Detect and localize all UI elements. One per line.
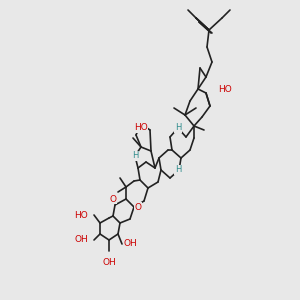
Text: OH: OH: [124, 239, 138, 248]
Text: H: H: [132, 152, 138, 160]
Text: OH: OH: [74, 236, 88, 244]
Text: HO: HO: [218, 85, 232, 94]
Text: OH: OH: [102, 258, 116, 267]
Text: O: O: [134, 202, 142, 211]
Text: H: H: [175, 124, 181, 133]
Text: HO: HO: [74, 211, 88, 220]
Text: O: O: [110, 194, 116, 203]
Text: H: H: [175, 166, 181, 175]
Text: HO: HO: [134, 124, 148, 133]
